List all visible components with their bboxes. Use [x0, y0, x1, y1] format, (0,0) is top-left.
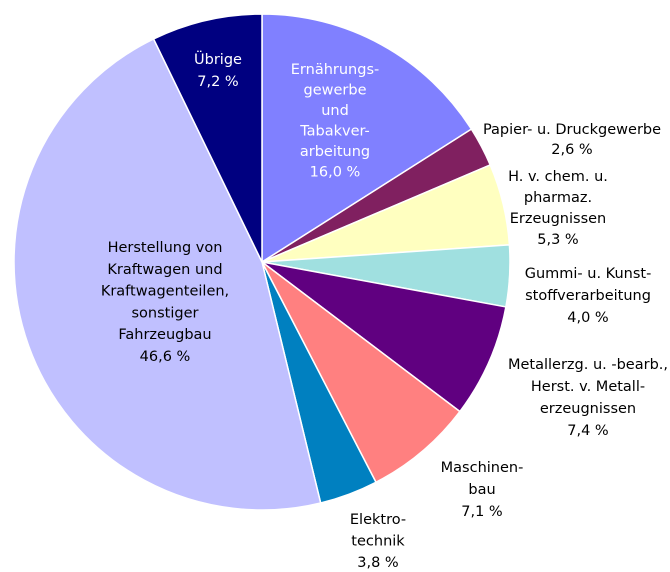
slice-label: gewerbe: [304, 83, 367, 99]
slice-label: Kraftwagenteilen,: [101, 284, 229, 300]
pie-slice: [13, 37, 322, 511]
slice-label: Kraftwagen und: [107, 262, 222, 278]
slice-label: Herst. v. Metall-: [531, 379, 645, 395]
value-label: 7,1 %: [461, 504, 502, 520]
slice-label: Ernährungs-: [291, 62, 379, 78]
slice-label: Tabakver-: [299, 124, 370, 140]
slice-label: Herstellung von: [108, 240, 223, 256]
value-label: 3,8 %: [357, 555, 398, 571]
slice-label: Übrige: [194, 50, 242, 68]
pie-slice: [261, 261, 461, 484]
slice-label: Metallerzg. u. -bearb.,: [508, 357, 668, 373]
value-label: 16,0 %: [310, 165, 361, 181]
value-label: 2,6 %: [551, 142, 592, 158]
slice-label: erzeugnissen: [540, 401, 636, 417]
pie-slice: [152, 13, 263, 263]
value-label: 7,2 %: [197, 74, 238, 90]
slice-label: H. v. chem. u.: [508, 169, 608, 185]
value-label: 7,4 %: [567, 423, 608, 439]
slice-label: Maschinen-: [441, 460, 524, 476]
slice-label: stoffverarbeitung: [525, 288, 651, 304]
pie-slice: [261, 261, 507, 413]
slice-label: technik: [351, 534, 405, 550]
value-label: 5,3 %: [537, 232, 578, 248]
slice-label: und: [321, 103, 349, 119]
value-label: 46,6 %: [140, 349, 191, 365]
slice-label: bau: [468, 482, 495, 498]
value-label: 4,0 %: [567, 310, 608, 326]
slice-label: Elektro-: [350, 512, 406, 528]
slice-label: Fahrzeugbau: [118, 327, 211, 343]
slice-label: arbeitung: [300, 144, 370, 160]
slice-label: Papier- u. Druckgewerbe: [483, 122, 661, 138]
slice-label: Erzeugnissen: [510, 211, 607, 227]
pie-slice: [261, 13, 473, 264]
slice-label: Gummi- u. Kunst-: [525, 266, 652, 282]
slice-label: sonstiger: [132, 305, 199, 321]
slice-label: pharmaz.: [524, 190, 592, 206]
